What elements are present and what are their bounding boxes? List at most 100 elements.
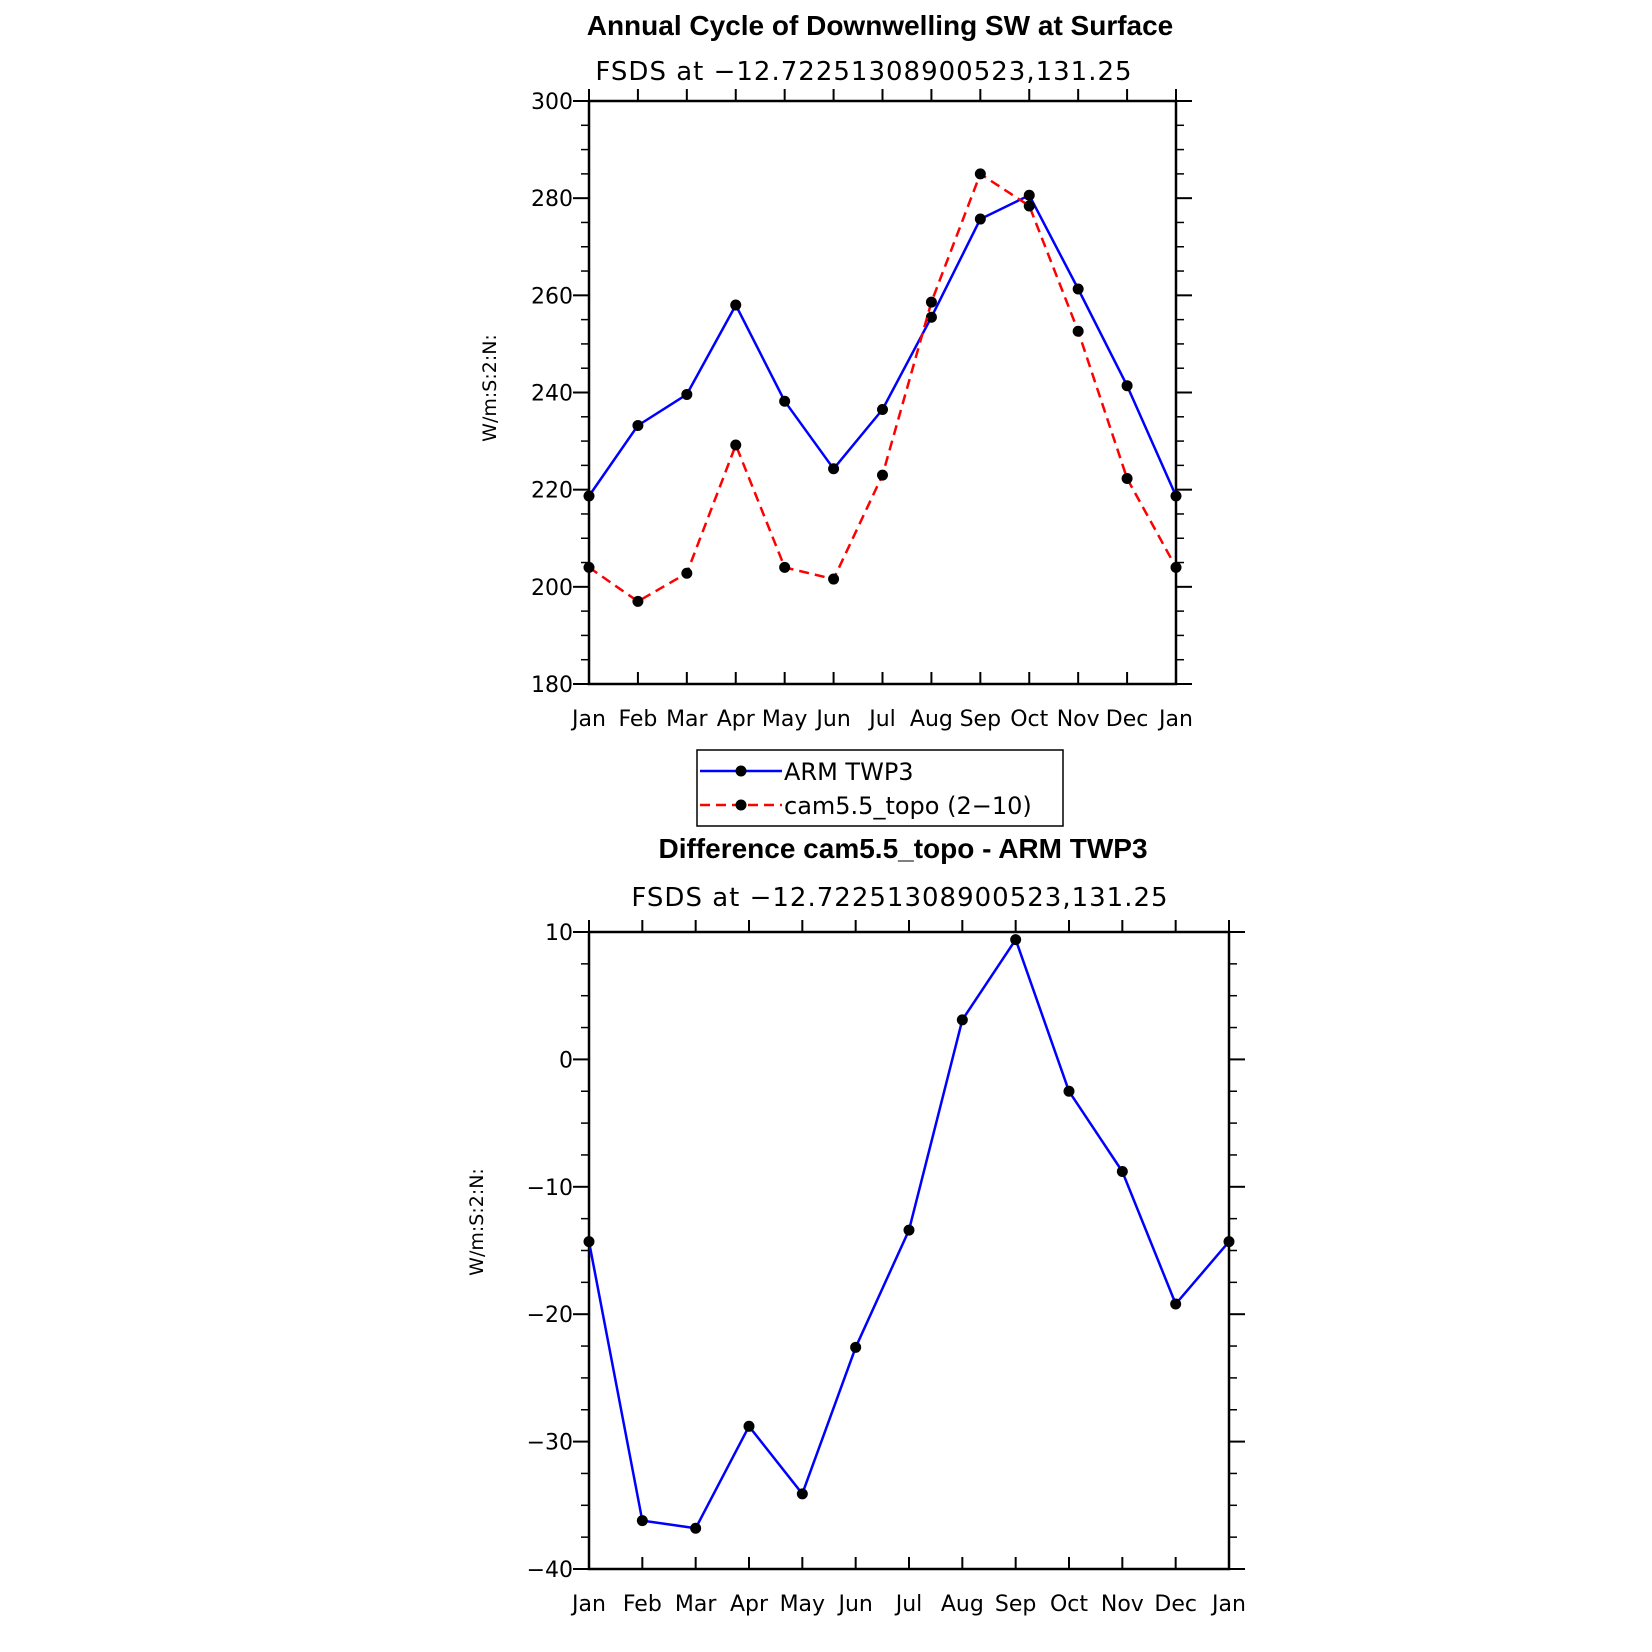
legend-item-cam55-topo: cam5.5_topo (2−10) <box>700 792 1032 820</box>
data-point-s0-5 <box>850 1341 862 1353</box>
bottom-x-tick-labels: Jan Feb Mar Apr May Jun Jul Aug Sep Oct Nov Dec Jan <box>570 1592 1246 1617</box>
data-point-s0-10 <box>1072 283 1084 295</box>
data-point-s0-1 <box>632 420 644 432</box>
data-point-s0-11 <box>1170 1298 1182 1310</box>
y-tick-label: 0 <box>559 1048 573 1073</box>
data-point-s0-4 <box>779 395 791 407</box>
y-tick-label: 200 <box>531 576 573 601</box>
data-point-s1-7 <box>925 296 937 308</box>
top-x-tick-labels: Jan Feb Mar Apr May Jun Jul Aug Sep Oct Nov Dec Jan <box>570 707 1193 732</box>
data-point-s0-7 <box>925 311 937 323</box>
top-chart-subtitle: FSDS at −12.72251308900523,131.25 <box>595 57 1132 87</box>
legend-item-arm-twp3: ARM TWP3 <box>700 758 914 786</box>
data-point-s0-8 <box>974 213 986 225</box>
x-tick-label: Jan <box>570 707 606 732</box>
data-point-s1-1 <box>632 595 644 607</box>
y-tick-label: −20 <box>527 1303 573 1328</box>
chart-bottom: Difference cam5.5_topo - ARM TWP3 FSDS a… <box>466 833 1246 1617</box>
top-series-group <box>583 168 1182 607</box>
data-point-s1-3 <box>730 439 742 451</box>
data-point-s0-4 <box>796 1488 808 1500</box>
x-tick-label: Aug <box>910 707 953 732</box>
y-tick-label: −40 <box>527 1558 573 1583</box>
y-tick-label: 10 <box>545 921 573 946</box>
bottom-y-axis-label: W/m:S:2:N: <box>466 1168 488 1276</box>
data-point-s0-9 <box>1063 1085 1075 1097</box>
x-tick-label: May <box>780 1592 825 1617</box>
data-point-s0-6 <box>877 404 888 416</box>
data-point-s1-11 <box>1121 472 1133 484</box>
x-tick-label: Dec <box>1154 1592 1197 1617</box>
data-point-s0-7 <box>956 1014 968 1026</box>
chart-top: Annual Cycle of Downwelling SW at Surfac… <box>479 10 1193 732</box>
x-tick-label: Nov <box>1101 1592 1144 1617</box>
x-tick-label: Mar <box>675 1592 717 1617</box>
x-tick-label: Jun <box>836 1592 872 1617</box>
x-tick-label: Mar <box>666 707 708 732</box>
x-tick-label: Jan <box>1210 1592 1246 1617</box>
data-point-s0-8 <box>1010 934 1022 946</box>
x-tick-label: Sep <box>960 707 1001 732</box>
x-tick-label: May <box>762 707 807 732</box>
data-point-s1-9 <box>1023 200 1035 212</box>
data-point-s1-2 <box>681 567 693 579</box>
x-tick-label: Dec <box>1106 707 1149 732</box>
x-tick-label: Jul <box>894 1592 923 1617</box>
x-tick-label: Nov <box>1057 707 1100 732</box>
data-point-s0-0 <box>583 1236 595 1248</box>
data-point-s0-2 <box>690 1522 702 1534</box>
x-tick-label: Oct <box>1010 707 1048 732</box>
data-point-s0-3 <box>730 299 742 311</box>
top-chart-title: Annual Cycle of Downwelling SW at Surfac… <box>587 10 1174 41</box>
y-tick-label: 300 <box>531 90 573 115</box>
x-tick-label: Apr <box>730 1592 769 1617</box>
bottom-series-group <box>583 934 1235 1534</box>
data-point-s1-12 <box>1170 561 1182 573</box>
data-point-s1-10 <box>1072 325 1084 337</box>
legend-label-cam55-topo: cam5.5_topo (2−10) <box>784 792 1032 820</box>
x-tick-label: Jan <box>1157 707 1193 732</box>
x-tick-label: Feb <box>623 1592 662 1617</box>
data-point-s0-3 <box>743 1420 755 1432</box>
top-axis-tick-marks <box>573 89 1192 685</box>
legend-marker-arm-twp3 <box>735 765 747 777</box>
top-y-tick-labels: 180 200 220 240 260 280 300 <box>531 90 573 698</box>
x-tick-label: Aug <box>941 1592 984 1617</box>
x-tick-label: Apr <box>717 707 756 732</box>
data-point-s0-12 <box>1170 490 1182 502</box>
y-tick-label: 240 <box>531 382 573 407</box>
y-tick-label: 220 <box>531 479 573 504</box>
data-point-s0-10 <box>1116 1166 1128 1178</box>
x-tick-label: Jun <box>814 707 850 732</box>
x-tick-label: Jul <box>867 707 896 732</box>
y-tick-label: 280 <box>531 187 573 212</box>
bottom-chart-subtitle: FSDS at −12.72251308900523,131.25 <box>631 883 1168 913</box>
bottom-chart-title: Difference cam5.5_topo - ARM TWP3 <box>658 833 1147 864</box>
series-line-1 <box>588 172 1178 603</box>
bottom-y-tick-labels: −40 −30 −20 −10 0 10 <box>527 921 573 1583</box>
y-tick-label: −30 <box>527 1431 573 1456</box>
series-line-0 <box>587 194 1178 497</box>
bottom-axis-tick-marks <box>573 920 1245 1570</box>
data-point-s0-11 <box>1121 380 1133 392</box>
data-point-s0-0 <box>583 490 595 502</box>
data-point-s1-0 <box>583 561 595 573</box>
y-tick-label: 260 <box>531 284 573 309</box>
data-point-s0-5 <box>828 463 840 475</box>
data-point-s0-9 <box>1023 189 1035 201</box>
data-point-s0-2 <box>681 388 693 400</box>
x-tick-label: Feb <box>618 707 657 732</box>
x-tick-label: Oct <box>1050 1592 1088 1617</box>
bottom-plot-frame <box>587 930 1231 1571</box>
top-y-axis-label: W/m:S:2:N: <box>479 334 501 442</box>
data-point-s1-6 <box>877 469 888 481</box>
data-point-s0-6 <box>903 1224 915 1236</box>
data-point-s1-4 <box>779 561 791 573</box>
x-tick-label: Sep <box>995 1592 1036 1617</box>
data-point-s0-1 <box>636 1515 648 1527</box>
legend-label-arm-twp3: ARM TWP3 <box>784 758 914 786</box>
top-plot-frame <box>587 99 1178 686</box>
data-point-s1-8 <box>974 168 986 180</box>
data-point-s1-5 <box>828 573 840 585</box>
